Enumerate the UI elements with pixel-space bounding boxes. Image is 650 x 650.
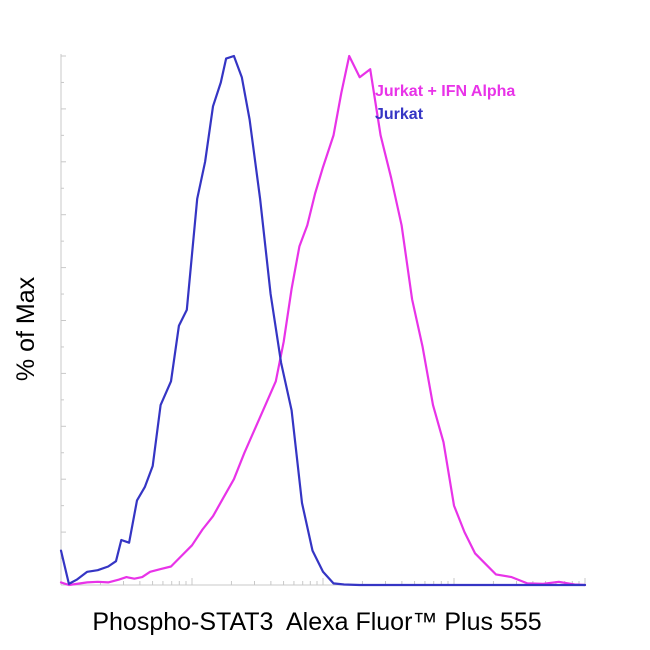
series-line-jurkat-ifn-alpha: [59, 54, 587, 587]
legend-entry-jurkat: Jurkat: [375, 106, 424, 123]
plot-area: [59, 54, 587, 587]
legend: Jurkat + IFN Alpha Jurkat: [375, 83, 515, 123]
y-axis-label: % of Max: [12, 276, 40, 381]
series-line-jurkat: [59, 54, 587, 587]
chart-axes: [60, 54, 586, 586]
legend-entry-jurkat-ifn-alpha: Jurkat + IFN Alpha: [375, 83, 515, 100]
x-axis-label: Phospho-STAT3 Alexa Fluor™ Plus 555: [92, 608, 541, 636]
y-axis-ticks: [61, 55, 66, 586]
